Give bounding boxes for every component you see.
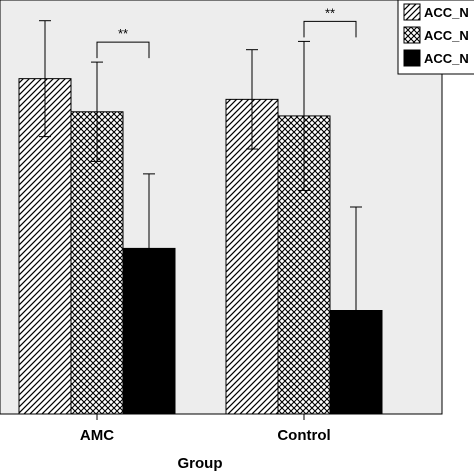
legend-label-1: ACC_N bbox=[424, 5, 469, 20]
legend-swatch-3 bbox=[403, 49, 421, 67]
x-axis-title: Group bbox=[178, 455, 223, 472]
bar-amc-series-2 bbox=[70, 111, 124, 415]
legend-items: ACC_N ACC_N ACC_N bbox=[403, 3, 469, 67]
x-axis-ticks: AMC Control bbox=[80, 414, 331, 444]
legend-label-2: ACC_N bbox=[424, 28, 469, 43]
legend-swatch-1 bbox=[403, 3, 421, 21]
significance-label-control: ** bbox=[325, 5, 335, 20]
significance-bracket-amc bbox=[96, 41, 150, 59]
bar-control-series-2 bbox=[277, 115, 331, 415]
legend-label-3: ACC_N bbox=[424, 51, 469, 66]
significance-layer: ** ** bbox=[96, 5, 357, 59]
bar-control-series-1 bbox=[225, 98, 279, 415]
significance-label-amc: ** bbox=[118, 26, 128, 41]
error-bars-layer bbox=[39, 20, 362, 415]
x-tick-label-amc: AMC bbox=[80, 427, 114, 444]
significance-bracket-control bbox=[303, 20, 357, 38]
legend: ACC_N ACC_N ACC_N bbox=[397, 0, 474, 75]
legend-swatch-2 bbox=[403, 26, 421, 44]
x-tick-label-control: Control bbox=[277, 427, 330, 444]
